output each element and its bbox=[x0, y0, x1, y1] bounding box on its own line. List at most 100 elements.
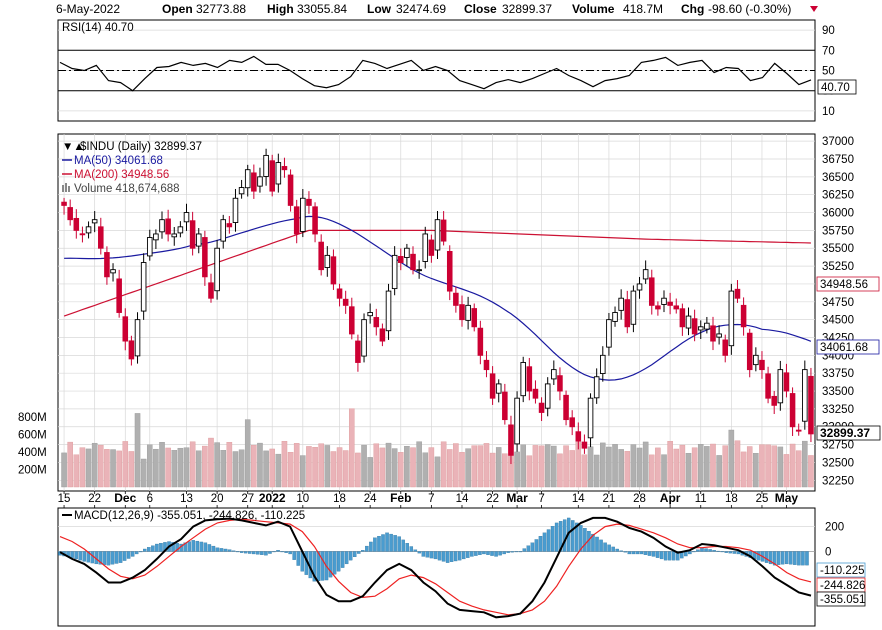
macd-histogram-bar bbox=[615, 548, 619, 552]
header-volume-label: Volume bbox=[572, 2, 615, 16]
macd-histogram-bar bbox=[78, 551, 82, 561]
price-x-tick-label: 25 bbox=[756, 493, 769, 505]
macd-histogram-bar bbox=[671, 551, 676, 561]
macd-histogram-bar bbox=[252, 551, 256, 555]
candle-body bbox=[232, 197, 239, 223]
volume-bar bbox=[397, 452, 404, 488]
candle-body bbox=[110, 269, 116, 274]
candle-body bbox=[685, 315, 692, 329]
macd-histogram-bar bbox=[183, 542, 187, 552]
macd-histogram-bar bbox=[542, 532, 547, 552]
macd-histogram-bar bbox=[449, 551, 454, 562]
volume-bar bbox=[128, 451, 135, 488]
macd-histogram-bar bbox=[732, 551, 737, 554]
volume-bar bbox=[789, 443, 796, 488]
macd-histogram-bar bbox=[502, 551, 506, 555]
volume-bar bbox=[777, 446, 784, 488]
candle-body bbox=[91, 219, 98, 224]
volume-bar bbox=[275, 453, 282, 488]
volume-bar bbox=[391, 448, 398, 488]
volume-bar bbox=[661, 454, 667, 488]
histogram-value-box bbox=[816, 562, 866, 578]
macd-histogram-bar bbox=[98, 551, 103, 565]
volume-bar bbox=[612, 444, 618, 488]
volume-bar bbox=[471, 445, 478, 488]
candle-body bbox=[477, 327, 484, 356]
volume-bar bbox=[361, 444, 367, 488]
macd-y-tick-label: 0 bbox=[825, 546, 831, 558]
price-x-tick-label: 20 bbox=[211, 493, 224, 505]
signal-value-text: -244.826 bbox=[820, 580, 865, 592]
macd-histogram-bar bbox=[223, 548, 228, 552]
price-y-tick-label: 33250 bbox=[822, 404, 854, 416]
macd-histogram-bar bbox=[696, 549, 700, 552]
price-x-tick-label: 2022 bbox=[259, 491, 286, 505]
candle-body bbox=[783, 372, 790, 392]
candle-body bbox=[177, 226, 184, 234]
macd-histogram-bar bbox=[365, 545, 369, 552]
header-chg-label: Chg bbox=[681, 2, 704, 16]
macd-histogram-bar bbox=[736, 551, 741, 555]
rsi-y-tick-label: 70 bbox=[822, 45, 835, 57]
volume-bar bbox=[685, 453, 692, 488]
macd-histogram-bar bbox=[187, 541, 191, 552]
ma50-value-box bbox=[816, 339, 880, 355]
candle-body bbox=[98, 226, 104, 249]
macd-histogram-bar bbox=[478, 551, 482, 555]
macd-histogram-bar bbox=[506, 551, 510, 553]
candle-body bbox=[648, 277, 655, 306]
candle-body bbox=[214, 247, 220, 292]
volume-bar bbox=[740, 451, 747, 488]
price-x-tick-label: Dec bbox=[114, 491, 136, 505]
candle-body bbox=[679, 308, 686, 328]
volume-bar bbox=[367, 457, 373, 488]
price-x-tick-label: 22 bbox=[88, 493, 101, 505]
volume-bar bbox=[244, 419, 251, 488]
macd-histogram-bar bbox=[433, 551, 438, 560]
volume-bar bbox=[373, 443, 380, 488]
volume-bar bbox=[73, 454, 80, 488]
volume-bar bbox=[453, 443, 459, 488]
volume-bar bbox=[795, 450, 802, 488]
candle-body bbox=[79, 233, 86, 236]
macd-histogram-bar bbox=[554, 522, 559, 552]
macd-histogram-bar bbox=[437, 551, 442, 561]
macd-histogram-bar bbox=[175, 543, 179, 552]
volume-y-tick-label: 800M bbox=[18, 412, 47, 424]
price-y-tick-label: 33500 bbox=[822, 386, 854, 398]
legend-volume-icon bbox=[62, 183, 70, 192]
volume-bar bbox=[195, 450, 202, 488]
macd-histogram-bar bbox=[663, 551, 668, 561]
candle-body bbox=[502, 391, 508, 421]
candle-body bbox=[465, 304, 471, 321]
macd-value-text: -355.051 bbox=[820, 594, 865, 606]
macd-histogram-bar bbox=[688, 551, 692, 555]
price-y-tick-label: 34750 bbox=[822, 297, 854, 309]
volume-bar bbox=[446, 449, 453, 488]
candle-body bbox=[287, 174, 294, 206]
macd-signal-line bbox=[59, 518, 812, 616]
header-close-label: Close bbox=[464, 2, 497, 16]
volume-bar bbox=[202, 445, 208, 488]
candle-body bbox=[575, 431, 582, 442]
candle-body bbox=[385, 290, 392, 332]
macd-histogram-bar bbox=[692, 551, 696, 553]
macd-histogram-bar bbox=[328, 551, 333, 578]
macd-histogram-bar bbox=[397, 536, 401, 552]
volume-bar bbox=[538, 445, 545, 488]
volume-bar bbox=[342, 450, 349, 488]
price-x-tick-label: 18 bbox=[725, 493, 738, 505]
rsi-panel: RSI(14) 40.70 1030507090 40.70 bbox=[57, 19, 857, 122]
candle-body bbox=[526, 366, 533, 392]
macd-histogram-bar bbox=[239, 551, 244, 553]
histogram-value-label: -110.225 bbox=[816, 562, 866, 578]
volume-bar bbox=[165, 447, 171, 488]
macd-histogram-bar bbox=[207, 544, 212, 552]
macd-histogram-bar bbox=[421, 551, 426, 557]
candle-body bbox=[759, 359, 765, 371]
macd-histogram-bar bbox=[562, 519, 567, 552]
volume-y-tick-label: 200M bbox=[18, 465, 47, 477]
candle-body bbox=[728, 290, 735, 347]
candle-body bbox=[544, 383, 551, 409]
macd-histogram-bar bbox=[385, 532, 389, 552]
